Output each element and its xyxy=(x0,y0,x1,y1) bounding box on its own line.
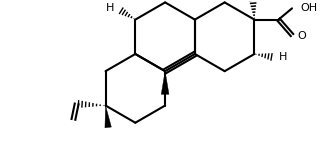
Text: OH: OH xyxy=(300,3,318,13)
Text: O: O xyxy=(298,31,307,41)
Text: H: H xyxy=(279,52,287,62)
Polygon shape xyxy=(161,71,169,94)
Text: H: H xyxy=(106,3,114,13)
Polygon shape xyxy=(105,106,111,128)
